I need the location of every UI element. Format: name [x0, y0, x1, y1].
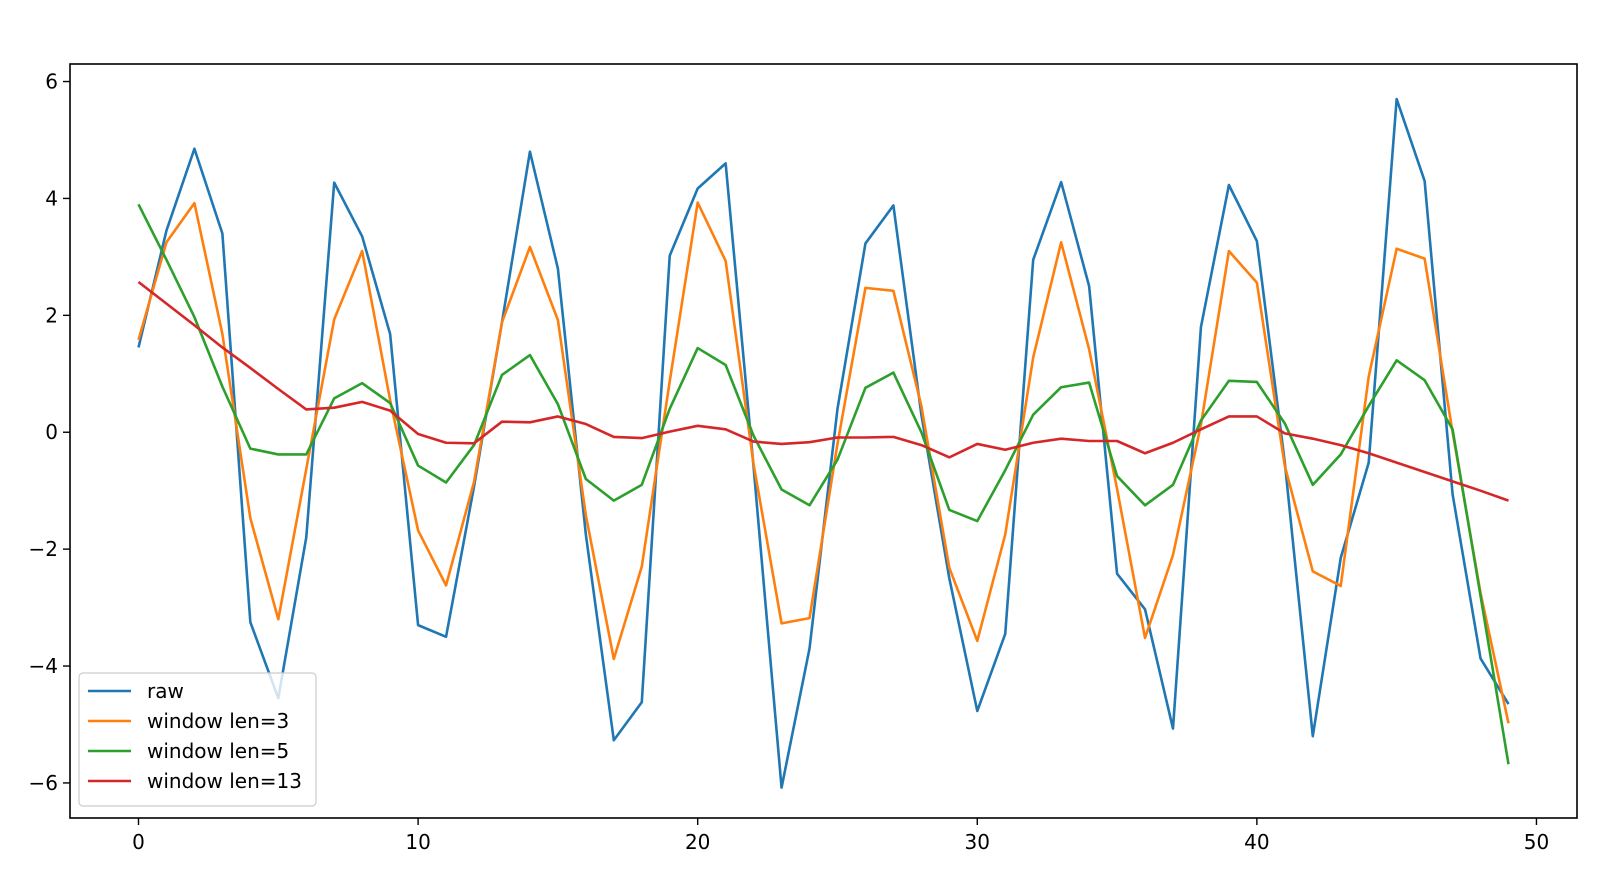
- series-line-2: [137, 203, 1510, 765]
- y-tick-label: −6: [29, 771, 58, 795]
- legend-label-0: raw: [147, 679, 184, 703]
- plot-lines: [137, 97, 1510, 789]
- y-tick-label: −2: [29, 537, 58, 561]
- plot-frame: [69, 63, 1578, 819]
- x-tick-label: 10: [405, 830, 430, 854]
- legend-box: [78, 672, 317, 807]
- legend-label-2: window len=5: [147, 739, 289, 763]
- x-tick-label: 40: [1244, 830, 1269, 854]
- y-tick-label: 2: [45, 303, 58, 327]
- y-tick-label: 0: [45, 420, 58, 444]
- series-line-3: [137, 280, 1509, 502]
- legend: raw window len=3 window len=5 window len=13: [78, 672, 317, 807]
- x-tick-label: 30: [965, 830, 990, 854]
- x-tick-label: 20: [685, 830, 710, 854]
- x-tick-label: 0: [132, 830, 145, 854]
- legend-label-3: window len=13: [147, 769, 302, 793]
- legend-label-1: window len=3: [147, 709, 289, 733]
- x-axis: 0 10 20 30 40 50: [132, 818, 1549, 854]
- y-tick-label: −4: [29, 654, 58, 678]
- y-tick-label: 4: [45, 186, 58, 210]
- y-tick-label: 6: [45, 70, 58, 94]
- y-axis: −6 −4 −2 0 2 4 6: [29, 70, 70, 795]
- series-line-1: [137, 201, 1510, 724]
- x-tick-label: 50: [1524, 830, 1549, 854]
